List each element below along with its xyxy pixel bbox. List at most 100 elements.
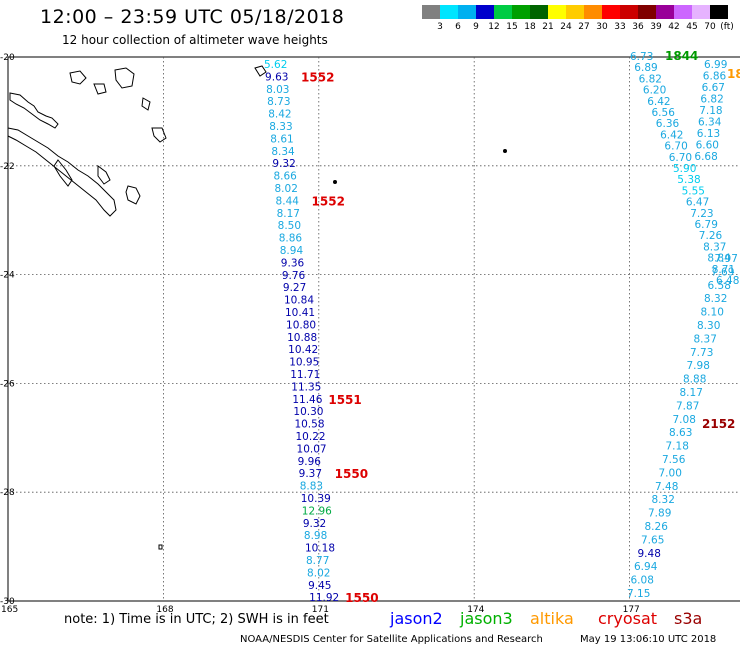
track-c-value: 5.38 [677, 174, 700, 186]
track-b-value: 6.08 [631, 575, 654, 587]
track-c-value: 6.48 [716, 275, 739, 287]
track-c-value: 7.26 [699, 230, 723, 242]
track-a-value: 8.03 [266, 84, 289, 96]
legend-swatch [638, 5, 656, 19]
legend-jason3: jason3 [460, 609, 513, 628]
legend-swatch [620, 5, 638, 19]
track-a-value: 9.63 [265, 71, 288, 83]
track-b-value: 8.32 [652, 494, 675, 506]
track-c-value: 6.89 [634, 62, 657, 74]
track-b-value: 8.30 [697, 320, 720, 332]
track-c-value: 5.90 [673, 163, 696, 175]
track-d-time: 18 [727, 67, 740, 81]
track-c-value: 8.84 [707, 253, 731, 265]
track-a-value: 10.95 [289, 357, 319, 369]
lat-tick-label: -28 [0, 488, 15, 498]
legend-label: 39 [650, 22, 662, 32]
track-a-value: 10.39 [301, 493, 331, 505]
track-a-value: 8.34 [271, 146, 295, 158]
track-a-time: 1551 [328, 393, 361, 407]
timestamp-text: May 19 13:06:10 UTC 2018 [580, 634, 717, 645]
track-c-value: 6.82 [639, 73, 662, 85]
legend-swatch [422, 5, 440, 19]
track-a-value: 5.62 [264, 59, 287, 71]
track-a-value: 8.33 [269, 121, 292, 133]
track-a-value: 10.18 [305, 543, 335, 555]
legend-swatch [530, 5, 548, 19]
track-a-time: 1552 [312, 194, 345, 208]
track-b-value: 7.56 [662, 454, 686, 466]
legend-swatch [440, 5, 458, 19]
track-a-value: 8.61 [270, 133, 293, 145]
track-c-value: 6.42 [647, 96, 670, 108]
legend-label: 18 [524, 22, 536, 32]
track-c-value: 7.23 [690, 208, 713, 220]
legend-s3a: s3a [674, 609, 703, 628]
track-b-value: 7.48 [655, 481, 678, 493]
legend-swatch [656, 5, 674, 19]
lon-tick-label: 168 [156, 605, 173, 615]
lat-tick-label: -22 [0, 162, 15, 172]
legend-label: 24 [560, 22, 572, 32]
page-title: 12:00 – 23:59 UTC 05/18/2018 [40, 6, 345, 28]
track-b-value: 7.00 [659, 467, 682, 479]
track-c-time: 1844 [665, 49, 698, 63]
legend-swatch [476, 5, 494, 19]
legend-swatch [566, 5, 584, 19]
track-a-value: 10.30 [293, 406, 323, 418]
lat-tick-label: -24 [0, 271, 15, 281]
track-c-value: 8.37 [703, 241, 726, 253]
lat-lon-grid [8, 57, 740, 601]
track-b-points: 7.156.086.949.487.658.267.898.327.487.00… [627, 253, 738, 600]
track-b-value: 6.58 [708, 280, 731, 292]
track-b-value: 8.26 [645, 521, 669, 533]
legend-swatch [494, 5, 512, 19]
legend-unit: (ft) [720, 22, 734, 32]
legend-swatch [710, 5, 728, 19]
track-b-value: 8.88 [683, 374, 706, 386]
track-b-value: 8.17 [680, 387, 703, 399]
track-a-value: 12.96 [302, 505, 332, 517]
lat-tick-label: -26 [0, 379, 15, 389]
track-a-value: 9.27 [283, 282, 306, 294]
track-a-value: 9.32 [272, 158, 295, 170]
track-d-value: 7.18 [699, 105, 722, 117]
lat-tick-label: -30 [0, 597, 15, 607]
legend-label: 33 [614, 22, 626, 32]
track-c-value: 5.55 [682, 185, 705, 197]
track-a-value: 8.98 [304, 530, 327, 542]
track-a-value: 10.07 [297, 443, 327, 455]
legend-label: 42 [668, 22, 680, 32]
legend-label: 12 [488, 22, 500, 32]
track-d-value: 6.99 [704, 59, 727, 71]
legend-label: 45 [686, 22, 698, 32]
legend-label: 21 [542, 22, 554, 32]
track-c-points: 6.736.896.826.206.426.566.366.426.706.70… [630, 49, 739, 287]
track-b-value: 8.10 [701, 307, 724, 319]
track-d-value: 6.86 [703, 71, 727, 83]
track-b-value: 9.48 [638, 548, 661, 560]
track-a-value: 8.17 [277, 208, 300, 220]
track-b-value: 7.97 [715, 253, 738, 265]
track-a-value: 9.37 [299, 468, 322, 480]
legend-swatch [692, 5, 710, 19]
track-b-value: 7.98 [687, 360, 710, 372]
track-a-value: 9.96 [298, 456, 322, 468]
legend-label: 3 [437, 22, 443, 32]
track-b-value: 8.32 [704, 293, 727, 305]
legend-jason2: jason2 [390, 609, 443, 628]
track-a-value: 9.36 [281, 257, 305, 269]
track-b-value: 8.37 [694, 333, 717, 345]
track-c-value: 6.79 [695, 219, 718, 231]
legend-label: 70 [704, 22, 716, 32]
track-a-value: 8.77 [306, 555, 329, 567]
track-c-value: 6.42 [660, 129, 683, 141]
legend-cryosat: cryosat [598, 609, 658, 628]
track-a-value: 8.42 [268, 109, 291, 121]
track-c-value: 6.73 [630, 51, 653, 63]
track-d-points: 6.996.866.676.827.186.346.136.606.68 18 [694, 59, 740, 163]
track-a-value: 10.80 [286, 319, 316, 331]
track-b-value: 6.94 [634, 561, 658, 573]
lon-tick-label: 174 [467, 605, 484, 615]
legend-swatch [548, 5, 566, 19]
